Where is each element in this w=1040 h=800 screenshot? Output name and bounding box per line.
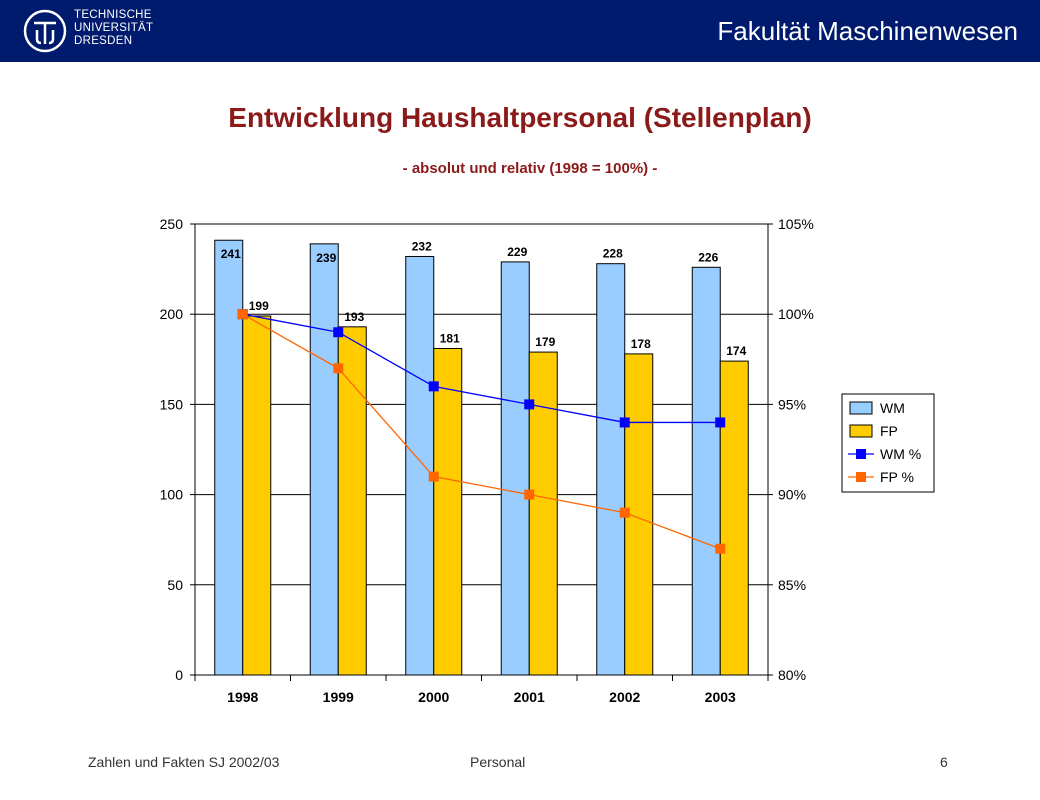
- series-line: [242, 313, 721, 424]
- series-point: [333, 363, 344, 374]
- series-point: [237, 309, 248, 320]
- tu-dresden-logo-icon: [23, 9, 67, 53]
- bar-data-label: 181: [440, 331, 460, 345]
- footer-source: Zahlen und Fakten SJ 2002/03: [88, 754, 280, 770]
- page-number: 6: [940, 754, 948, 770]
- x-tick-label: 2001: [514, 689, 545, 705]
- y2-tick-label: 90%: [778, 487, 806, 503]
- series-point: [524, 489, 535, 500]
- series-point: [715, 417, 726, 428]
- y-tick-label: 0: [175, 667, 183, 683]
- y2-tick-label: 85%: [778, 577, 806, 593]
- slide-subtitle: - absolut und relativ (1998 = 100%) -: [402, 160, 658, 177]
- bar-wm: [309, 243, 339, 676]
- series-point: [715, 543, 726, 554]
- faculty-name: Fakultät Maschinenwesen: [717, 16, 1018, 46]
- slide-header: TECHNISCHE UNIVERSITÄT DRESDEN Fakultät …: [0, 0, 1040, 62]
- university-name: TECHNISCHE UNIVERSITÄT DRESDEN: [74, 9, 153, 48]
- y-tick-label: 200: [160, 306, 184, 322]
- y-tick-label: 250: [160, 216, 184, 232]
- legend-marker: [856, 472, 866, 482]
- y2-tick-label: 105%: [778, 216, 814, 232]
- slide-title: Entwicklung Haushaltpersonal (Stellenpla…: [228, 102, 812, 133]
- y-tick-label: 150: [160, 396, 184, 412]
- bar-data-label: 241: [221, 247, 241, 261]
- bar-data-label: 178: [631, 337, 651, 351]
- y-tick-label: 50: [167, 577, 183, 593]
- series-line: [242, 313, 721, 550]
- x-tick-label: 1998: [227, 689, 258, 705]
- series-point: [524, 399, 535, 410]
- bar-fp: [242, 315, 272, 676]
- legend-label: FP: [880, 423, 898, 439]
- bar-data-label: 232: [412, 239, 432, 253]
- bar-fp: [719, 360, 749, 676]
- university-line: TECHNISCHE: [74, 9, 152, 21]
- bar-data-label: 199: [249, 299, 269, 313]
- bar-data-label: 239: [316, 251, 336, 265]
- y-tick-label: 100: [160, 487, 184, 503]
- legend-label: FP %: [880, 469, 914, 485]
- x-tick-label: 2000: [418, 689, 449, 705]
- bar-data-label: 193: [344, 310, 364, 324]
- series-point: [428, 381, 439, 392]
- legend-marker: [856, 449, 866, 459]
- bar-data-label: 226: [698, 250, 718, 264]
- bar-wm: [405, 255, 435, 676]
- legend-label: WM %: [880, 446, 921, 462]
- legend-swatch: [849, 424, 873, 438]
- bar-wm: [691, 266, 721, 676]
- university-line: DRESDEN: [74, 35, 133, 47]
- y2-tick-label: 80%: [778, 667, 806, 683]
- bar-data-label: 229: [507, 245, 527, 259]
- bar-wm: [596, 263, 626, 676]
- y2-tick-label: 95%: [778, 396, 806, 412]
- series-point: [619, 417, 630, 428]
- x-tick-label: 2003: [705, 689, 736, 705]
- series-point: [428, 471, 439, 482]
- bar-data-label: 174: [726, 344, 746, 358]
- bar-data-label: 228: [603, 247, 623, 261]
- bar-fp: [337, 326, 367, 676]
- bar-wm: [500, 261, 530, 676]
- x-tick-label: 1999: [323, 689, 354, 705]
- legend-label: WM: [880, 400, 905, 416]
- series-point: [619, 507, 630, 518]
- bar-data-label: 179: [535, 335, 555, 349]
- footer-section: Personal: [470, 754, 526, 770]
- bar-fp: [433, 347, 463, 676]
- x-tick-label: 2002: [609, 689, 640, 705]
- legend-swatch: [849, 401, 873, 415]
- y2-tick-label: 100%: [778, 306, 814, 322]
- series-point: [333, 327, 344, 338]
- bar-wm: [214, 239, 244, 676]
- university-line: UNIVERSITÄT: [74, 22, 154, 34]
